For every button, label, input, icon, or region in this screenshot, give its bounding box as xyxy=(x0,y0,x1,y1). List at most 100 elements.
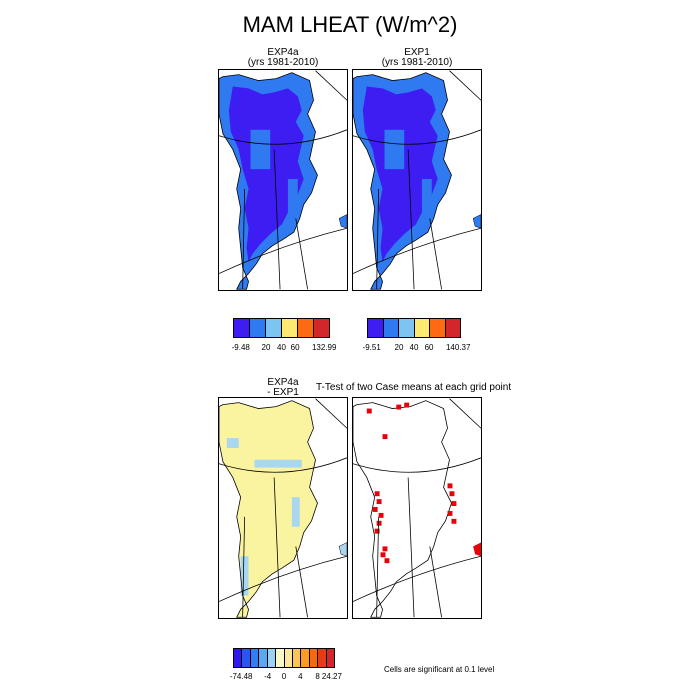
longitude-line xyxy=(242,188,245,290)
map-panel-exp4a xyxy=(218,69,348,291)
colorbar-tick-label: 4 xyxy=(298,672,303,681)
figure-title: MAM LHEAT (W/m^2) xyxy=(242,12,458,37)
colorbar-box xyxy=(301,649,310,667)
colorbar-exp4a xyxy=(233,318,330,338)
significant-cell xyxy=(447,510,453,516)
longitude-line xyxy=(407,477,415,618)
latitude-line xyxy=(219,457,347,473)
map-ttest xyxy=(353,398,481,618)
significant-cell xyxy=(376,499,382,505)
coastal-patch xyxy=(250,129,271,170)
significant-cell xyxy=(451,518,457,524)
map-panel-diff xyxy=(218,397,348,619)
difference-region xyxy=(219,400,318,618)
longitude-line xyxy=(376,188,379,290)
colorbar-tick-label: 140.37 xyxy=(445,343,471,352)
significant-cell xyxy=(382,546,388,552)
significant-cell xyxy=(376,520,382,526)
significant-cell xyxy=(396,404,402,410)
latitude-line xyxy=(219,555,347,602)
significant-cell xyxy=(378,512,384,518)
longitude-line xyxy=(376,516,379,618)
significant-cell xyxy=(382,434,388,440)
longitude-line xyxy=(429,218,443,290)
colorbar-box xyxy=(383,319,399,337)
colorbar-box xyxy=(399,319,415,337)
colorbar-tick-label: 40 xyxy=(277,343,286,352)
iceland-significant xyxy=(473,542,481,557)
latitude-line xyxy=(219,129,347,145)
coastal-patch xyxy=(287,179,298,219)
coastal-patch xyxy=(421,179,432,219)
map-diff xyxy=(219,398,347,618)
colorbar-box xyxy=(414,319,430,337)
colorbar-tick-label: 0 xyxy=(281,672,287,681)
colorbar-tick-label: -9.48 xyxy=(231,343,250,352)
colorbar-box xyxy=(430,319,446,337)
coastal-patch xyxy=(384,129,405,170)
longitude-line xyxy=(242,516,245,618)
longitude-line xyxy=(407,149,415,290)
colorbar-box xyxy=(250,649,260,667)
longitude-line xyxy=(273,477,281,618)
colorbar-box xyxy=(234,319,250,337)
significant-cell xyxy=(380,552,386,558)
colorbar-tick-label: 60 xyxy=(424,343,434,352)
colorbar-tick-label: -74.48 xyxy=(229,672,253,681)
significant-cell xyxy=(374,528,380,534)
significant-cell xyxy=(366,408,372,414)
longitude-line xyxy=(315,70,347,101)
colorbar-labels-exp1: -9.51 20 40 60 140.37 xyxy=(363,343,471,353)
panel-title-exp4a-line1: EXP4a xyxy=(267,47,299,58)
longitude-line xyxy=(295,218,309,290)
significant-cell xyxy=(404,402,410,408)
coastline xyxy=(219,72,318,290)
colorbar-tick-label: 40 xyxy=(409,343,419,352)
significant-cell xyxy=(384,558,390,564)
colorbar-box xyxy=(314,319,329,337)
negative-difference-patch xyxy=(291,497,300,527)
significant-cell xyxy=(447,483,453,489)
panel-title-diff: EXP4a - EXP1 xyxy=(218,378,348,398)
coastline xyxy=(353,400,452,618)
colorbar-box xyxy=(368,319,384,337)
negative-difference-patch xyxy=(254,459,302,468)
coastline xyxy=(219,400,318,618)
colorbar-tick-label: -9.51 xyxy=(362,343,381,352)
colorbar-box xyxy=(242,649,251,667)
panel-title-diff-line2: - EXP1 xyxy=(267,387,299,398)
panel-title-exp4a-line2: (yrs 1981-2010) xyxy=(247,57,319,68)
significant-cell xyxy=(451,501,457,507)
colorbar-tick-label: 20 xyxy=(261,343,271,352)
iceland-shape xyxy=(338,542,347,557)
longitude-line xyxy=(295,546,309,618)
colorbar-tick-label: 20 xyxy=(394,343,404,352)
colorbar-labels-exp4a: -9.48 20 40 60 132.99 xyxy=(231,343,337,353)
panel-title-exp1-line2: (yrs 1981-2010) xyxy=(381,57,453,68)
ice-sheet-region xyxy=(228,86,304,262)
colorbar-tick-label: 60 xyxy=(290,343,300,352)
colorbar-tick-label: 132.99 xyxy=(311,343,337,352)
significance-note: Cells are significant at 0.1 level xyxy=(384,665,495,674)
longitude-line xyxy=(449,70,481,101)
latitude-line xyxy=(353,555,481,602)
colorbar-tick-label: 8 xyxy=(315,672,320,681)
map-panel-exp1 xyxy=(352,69,482,291)
coastline xyxy=(353,72,452,290)
colorbar-box xyxy=(267,649,277,667)
colorbar-box xyxy=(282,319,298,337)
colorbar-tick-label: -4 xyxy=(264,672,272,681)
colorbar-diff xyxy=(233,648,335,668)
colorbar-box xyxy=(292,649,302,667)
colorbar-box xyxy=(276,649,285,667)
longitude-line xyxy=(273,149,281,290)
colorbar-box xyxy=(445,319,460,337)
panel-title-exp4a: EXP4a (yrs 1981-2010) xyxy=(218,48,348,68)
colorbar-box xyxy=(284,649,293,667)
negative-difference-patch xyxy=(226,438,239,448)
colorbar-box xyxy=(309,649,319,667)
panel-title-exp1: EXP1 (yrs 1981-2010) xyxy=(352,48,482,68)
iceland-shape xyxy=(472,214,481,229)
colorbar-box xyxy=(326,649,335,667)
map-exp1 xyxy=(353,70,481,290)
